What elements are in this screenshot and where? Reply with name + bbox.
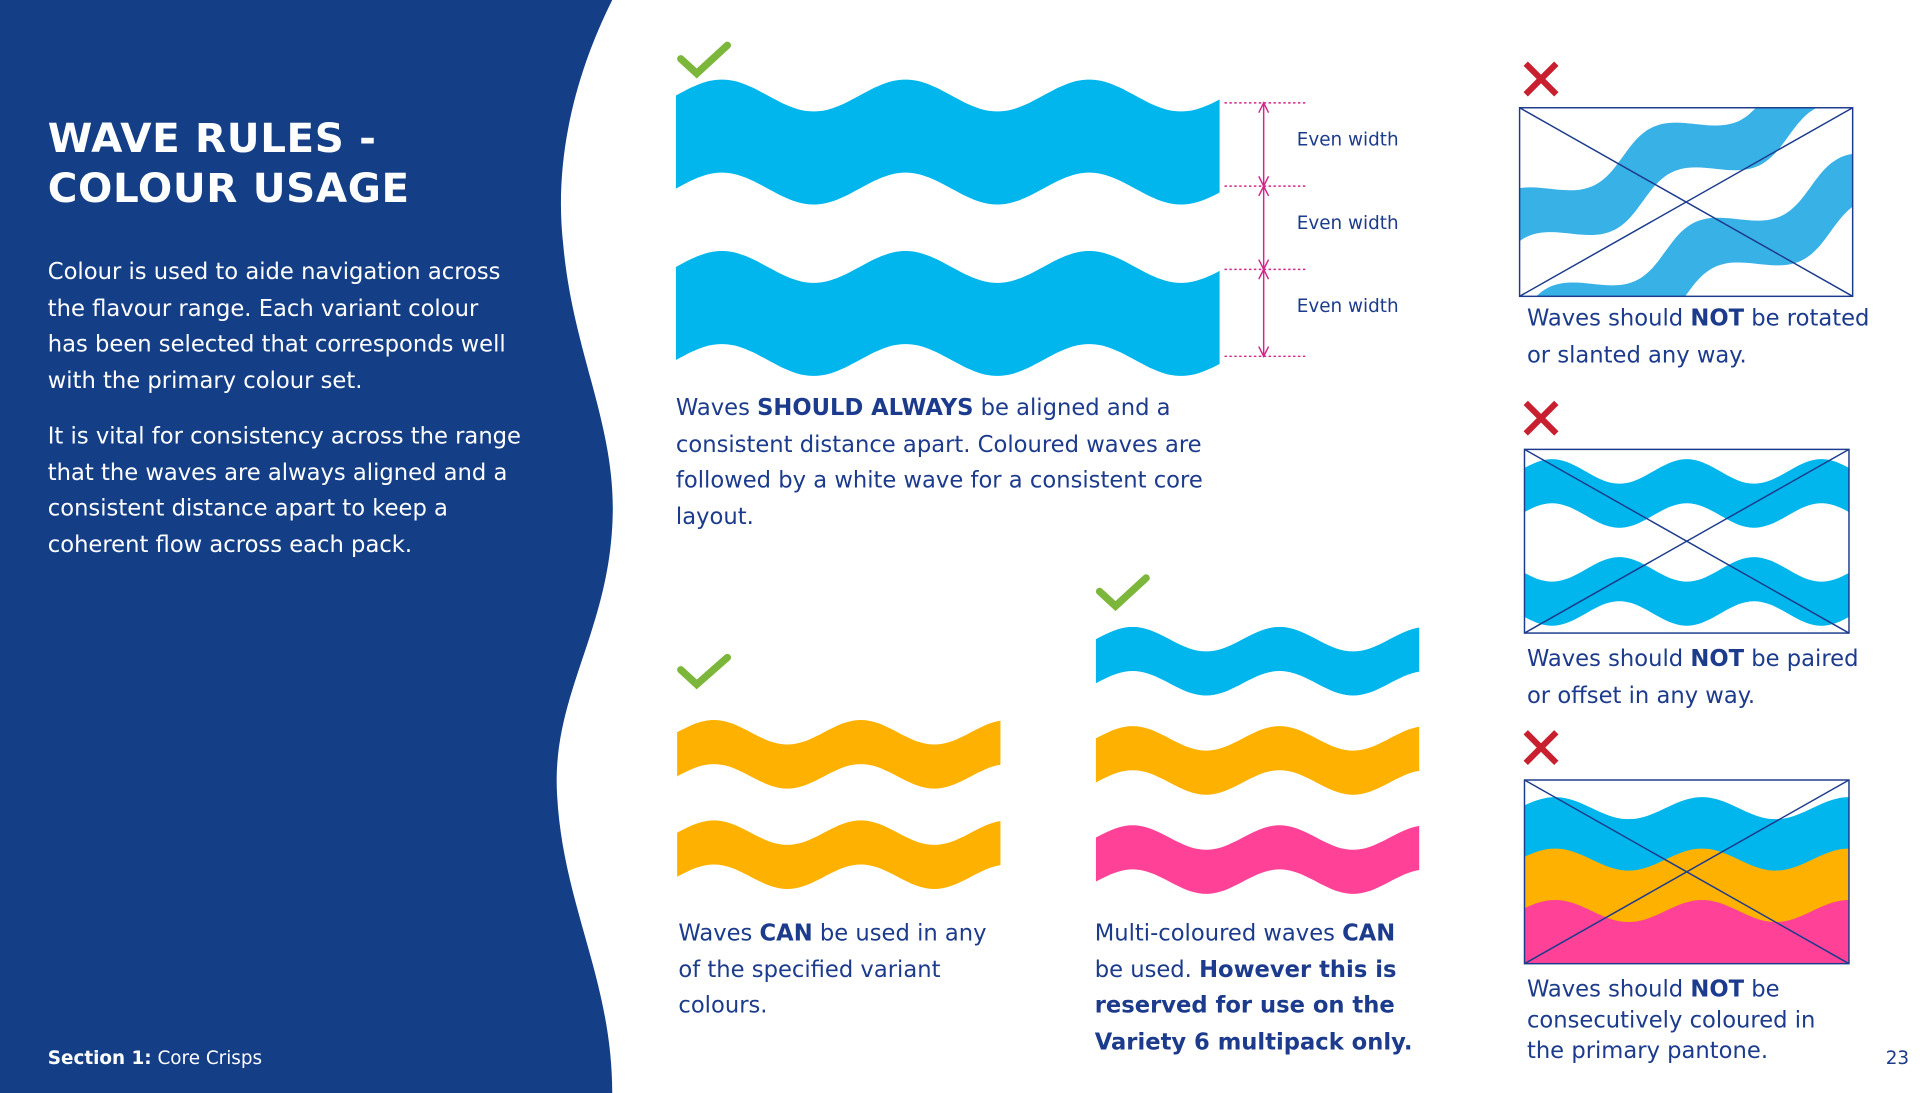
dimension-label: Even width bbox=[1296, 295, 1399, 318]
emphasis: NOT bbox=[1690, 306, 1745, 332]
caption: Multi-coloured waves CAN be used. Howeve… bbox=[1095, 916, 1426, 1060]
example-box bbox=[1524, 459, 1849, 626]
frame bbox=[1518, 107, 1854, 298]
arrowheads bbox=[1258, 101, 1270, 358]
wave bbox=[675, 251, 1220, 376]
side-panel bbox=[0, 0, 613, 1093]
box-frames bbox=[1518, 107, 1854, 965]
text: be rotated or slanted any way. bbox=[1526, 306, 1870, 368]
caption: Waves should NOT be rotated or slanted a… bbox=[1527, 301, 1870, 373]
cross-out bbox=[1519, 107, 1854, 297]
check bbox=[1095, 574, 1150, 612]
wave bbox=[1095, 626, 1420, 696]
dimension-label: Even width bbox=[1296, 211, 1399, 234]
title-line: COLOUR USAGE bbox=[47, 164, 410, 212]
emphasis: SHOULD ALWAYS bbox=[757, 395, 974, 422]
cross-marks bbox=[1523, 61, 1559, 766]
page-number: 23 bbox=[1885, 1046, 1910, 1069]
text: Waves bbox=[678, 920, 760, 947]
text: be consecutively coloured in the primary… bbox=[1526, 977, 1816, 1065]
caption: Waves CAN be used in any of the specifie… bbox=[678, 916, 1009, 1024]
cross bbox=[1523, 61, 1559, 97]
wave bbox=[677, 820, 1001, 889]
example-box bbox=[1519, 107, 1853, 297]
section-label: Section 1: bbox=[47, 1046, 152, 1069]
check-marks bbox=[677, 41, 1150, 690]
wave bbox=[1524, 900, 1849, 964]
wave bbox=[1524, 557, 1849, 626]
wave-art bbox=[675, 79, 1420, 894]
cross bbox=[1523, 730, 1559, 766]
wave bbox=[1519, 117, 1853, 297]
section-footer: Section 1: Core Crisps bbox=[48, 1047, 262, 1069]
cross bbox=[1523, 400, 1559, 436]
text: Waves should bbox=[1526, 977, 1691, 1003]
check bbox=[677, 41, 732, 79]
title: WAVE RULES - COLOUR USAGE bbox=[48, 113, 410, 213]
cross-out bbox=[1524, 448, 1850, 634]
frame bbox=[1523, 779, 1850, 965]
emphasis: NOT bbox=[1690, 977, 1745, 1003]
wave bbox=[675, 79, 1220, 205]
wave bbox=[1524, 797, 1849, 878]
wave bbox=[1095, 825, 1420, 894]
emphasis: NOT bbox=[1690, 646, 1745, 673]
caption: Waves should NOT be consecutively colour… bbox=[1527, 975, 1858, 1067]
wave bbox=[1524, 459, 1849, 528]
cross-out bbox=[1524, 779, 1850, 965]
frame bbox=[1523, 448, 1850, 634]
text: be used in any of the specified variant … bbox=[678, 920, 987, 1019]
text: be paired or offset in any way. bbox=[1526, 646, 1859, 709]
text: be used. bbox=[1094, 956, 1200, 983]
text: be aligned and a consistent distance apa… bbox=[675, 395, 1203, 530]
dimension-guides bbox=[1224, 101, 1306, 358]
example-box bbox=[1524, 797, 1849, 964]
paragraph: Colour is used to aide navigation across… bbox=[47, 259, 506, 394]
dimension-label: Even width bbox=[1296, 128, 1399, 151]
paragraph: It is vital for consistency across the r… bbox=[47, 423, 522, 558]
wave bbox=[1524, 848, 1849, 930]
emphasis: CAN bbox=[759, 920, 813, 947]
wave bbox=[1095, 726, 1420, 795]
emphasis: However this is reserved for use on the … bbox=[1094, 956, 1413, 1055]
text: Waves should bbox=[1526, 646, 1691, 673]
text: Multi-coloured waves bbox=[1094, 920, 1343, 947]
wave bbox=[677, 720, 1001, 789]
text: Waves bbox=[675, 395, 758, 422]
title-line: WAVE RULES - bbox=[47, 113, 377, 162]
section-name: Core Crisps bbox=[157, 1046, 263, 1069]
emphasis: CAN bbox=[1342, 920, 1396, 947]
text: Waves should bbox=[1526, 306, 1691, 332]
caption: Waves SHOULD ALWAYS be aligned and a con… bbox=[676, 391, 1215, 535]
wave bbox=[1519, 107, 1853, 297]
check bbox=[677, 653, 732, 690]
caption: Waves should NOT be paired or offset in … bbox=[1527, 642, 1870, 714]
